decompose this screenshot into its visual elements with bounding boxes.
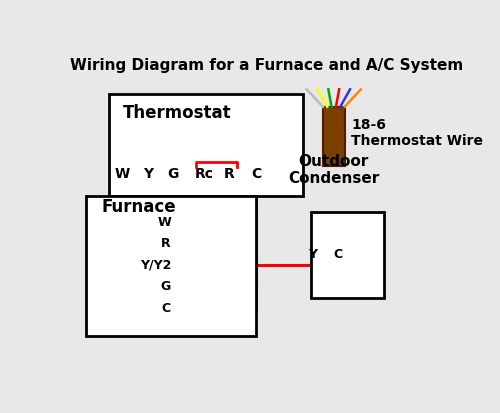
Text: Furnace: Furnace: [101, 198, 176, 216]
Text: C: C: [251, 166, 262, 180]
Text: G: G: [161, 280, 171, 293]
Text: Wiring Diagram for a Furnace and A/C System: Wiring Diagram for a Furnace and A/C Sys…: [70, 57, 464, 73]
Text: Outdoor
Condenser: Outdoor Condenser: [288, 154, 380, 186]
Bar: [109, 94, 303, 196]
Text: Y: Y: [142, 166, 153, 180]
Bar: [323, 107, 344, 166]
Bar: [86, 196, 256, 336]
Text: R: R: [224, 166, 234, 180]
Text: Thermostat: Thermostat: [122, 104, 231, 122]
Bar: [310, 212, 384, 298]
Text: Rc: Rc: [194, 166, 214, 180]
Text: G: G: [167, 166, 178, 180]
Text: Y: Y: [308, 247, 317, 261]
Text: C: C: [333, 247, 342, 261]
Text: W: W: [157, 216, 171, 229]
Text: R: R: [162, 237, 171, 250]
Text: 18-6
Thermostat Wire: 18-6 Thermostat Wire: [351, 118, 483, 148]
Text: W: W: [115, 166, 130, 180]
Text: C: C: [162, 302, 171, 315]
Text: Y/Y2: Y/Y2: [140, 259, 171, 272]
